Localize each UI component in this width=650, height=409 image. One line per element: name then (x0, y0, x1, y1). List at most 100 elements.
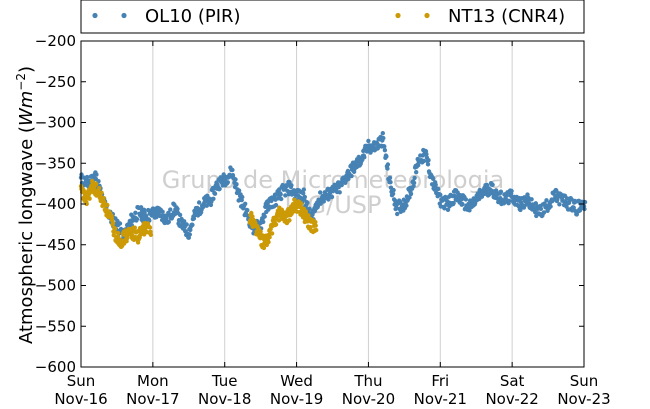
point-nt13 (147, 225, 153, 230)
point-ol10 (243, 201, 248, 206)
point-ol10 (190, 222, 195, 228)
point-ol10 (349, 173, 354, 179)
point-nt13 (110, 220, 116, 226)
y-tick-label: −400 (35, 195, 76, 213)
point-nt13 (83, 190, 89, 195)
y-tick-label: −250 (35, 73, 76, 91)
point-nt13 (266, 239, 271, 245)
point-ol10 (395, 211, 400, 217)
point-ol10 (182, 219, 187, 224)
y-tick-label: −450 (35, 236, 76, 254)
point-ol10 (460, 201, 465, 207)
y-tick-label: −600 (35, 358, 76, 376)
point-ol10 (273, 202, 279, 208)
x-tick-label-date: Nov-20 (342, 390, 395, 408)
x-tick-label-day: Wed (280, 372, 313, 390)
x-tick-label-date: Nov-19 (270, 390, 323, 408)
point-ol10 (301, 191, 306, 196)
point-ol10 (301, 187, 306, 192)
point-ol10 (436, 186, 441, 192)
legend-marker-nt13 (424, 12, 430, 19)
point-ol10 (191, 216, 197, 221)
x-tick-label-date: Nov-22 (485, 390, 538, 408)
point-ol10 (566, 200, 572, 205)
point-ol10 (217, 186, 222, 192)
point-nt13 (314, 227, 319, 233)
x-tick-label-date: Nov-17 (126, 390, 179, 408)
point-nt13 (308, 225, 313, 230)
point-ol10 (426, 158, 431, 163)
point-ol10 (380, 131, 385, 136)
y-tick-label: −200 (35, 32, 76, 50)
point-ol10 (245, 208, 250, 213)
x-tick-label-day: Sat (500, 372, 525, 390)
x-tick-label-date: Nov-18 (198, 390, 251, 408)
x-tick-label-date: Nov-16 (54, 390, 107, 408)
point-ol10 (438, 192, 443, 197)
point-ol10 (346, 176, 351, 182)
point-ol10 (339, 182, 344, 188)
point-ol10 (451, 200, 456, 206)
point-ol10 (387, 175, 393, 180)
legend-marker-ol10 (121, 12, 127, 19)
data-points (78, 131, 588, 251)
point-ol10 (382, 148, 388, 153)
point-ol10 (302, 194, 307, 200)
point-ol10 (329, 194, 335, 200)
point-ol10 (414, 170, 419, 175)
point-ol10 (187, 232, 192, 237)
point-ol10 (225, 180, 230, 185)
point-ol10 (160, 209, 165, 214)
point-ol10 (196, 200, 202, 205)
point-nt13 (299, 201, 304, 206)
point-ol10 (506, 198, 512, 203)
point-ol10 (381, 135, 386, 141)
point-ol10 (445, 207, 451, 212)
point-ol10 (134, 216, 140, 222)
point-ol10 (548, 204, 553, 209)
point-nt13 (125, 235, 130, 241)
point-nt13 (96, 185, 102, 191)
point-nt13 (94, 182, 99, 187)
point-nt13 (105, 202, 110, 208)
point-ol10 (262, 214, 267, 219)
y-tick-label: −550 (35, 317, 76, 335)
point-ol10 (233, 177, 238, 182)
point-ol10 (463, 197, 469, 202)
point-ol10 (544, 198, 549, 203)
point-ol10 (391, 187, 396, 193)
point-ol10 (278, 192, 283, 197)
point-ol10 (168, 207, 173, 212)
point-nt13 (84, 201, 89, 207)
point-ol10 (421, 158, 427, 164)
point-ol10 (184, 222, 189, 227)
point-ol10 (498, 189, 504, 194)
point-ol10 (283, 193, 288, 198)
point-nt13 (303, 209, 309, 214)
y-tick-label: −500 (35, 277, 76, 295)
point-ol10 (385, 166, 390, 171)
point-ol10 (425, 162, 431, 167)
point-ol10 (289, 183, 294, 188)
legend-marker-ol10 (92, 12, 98, 19)
point-ol10 (382, 144, 387, 149)
point-ol10 (321, 199, 326, 204)
point-ol10 (307, 206, 312, 211)
point-ol10 (94, 172, 99, 177)
point-nt13 (287, 218, 292, 223)
point-ol10 (433, 182, 438, 187)
point-nt13 (112, 226, 118, 231)
point-ol10 (177, 212, 183, 218)
point-ol10 (261, 219, 266, 225)
point-ol10 (133, 210, 138, 215)
point-ol10 (279, 196, 284, 202)
point-ol10 (117, 221, 123, 226)
point-nt13 (132, 225, 137, 230)
point-ol10 (388, 180, 393, 185)
point-nt13 (101, 195, 106, 201)
point-ol10 (211, 196, 216, 201)
point-ol10 (212, 191, 218, 196)
point-ol10 (175, 206, 180, 212)
y-axis-label: Atmospheric longwave (Wm−2) (14, 66, 37, 344)
